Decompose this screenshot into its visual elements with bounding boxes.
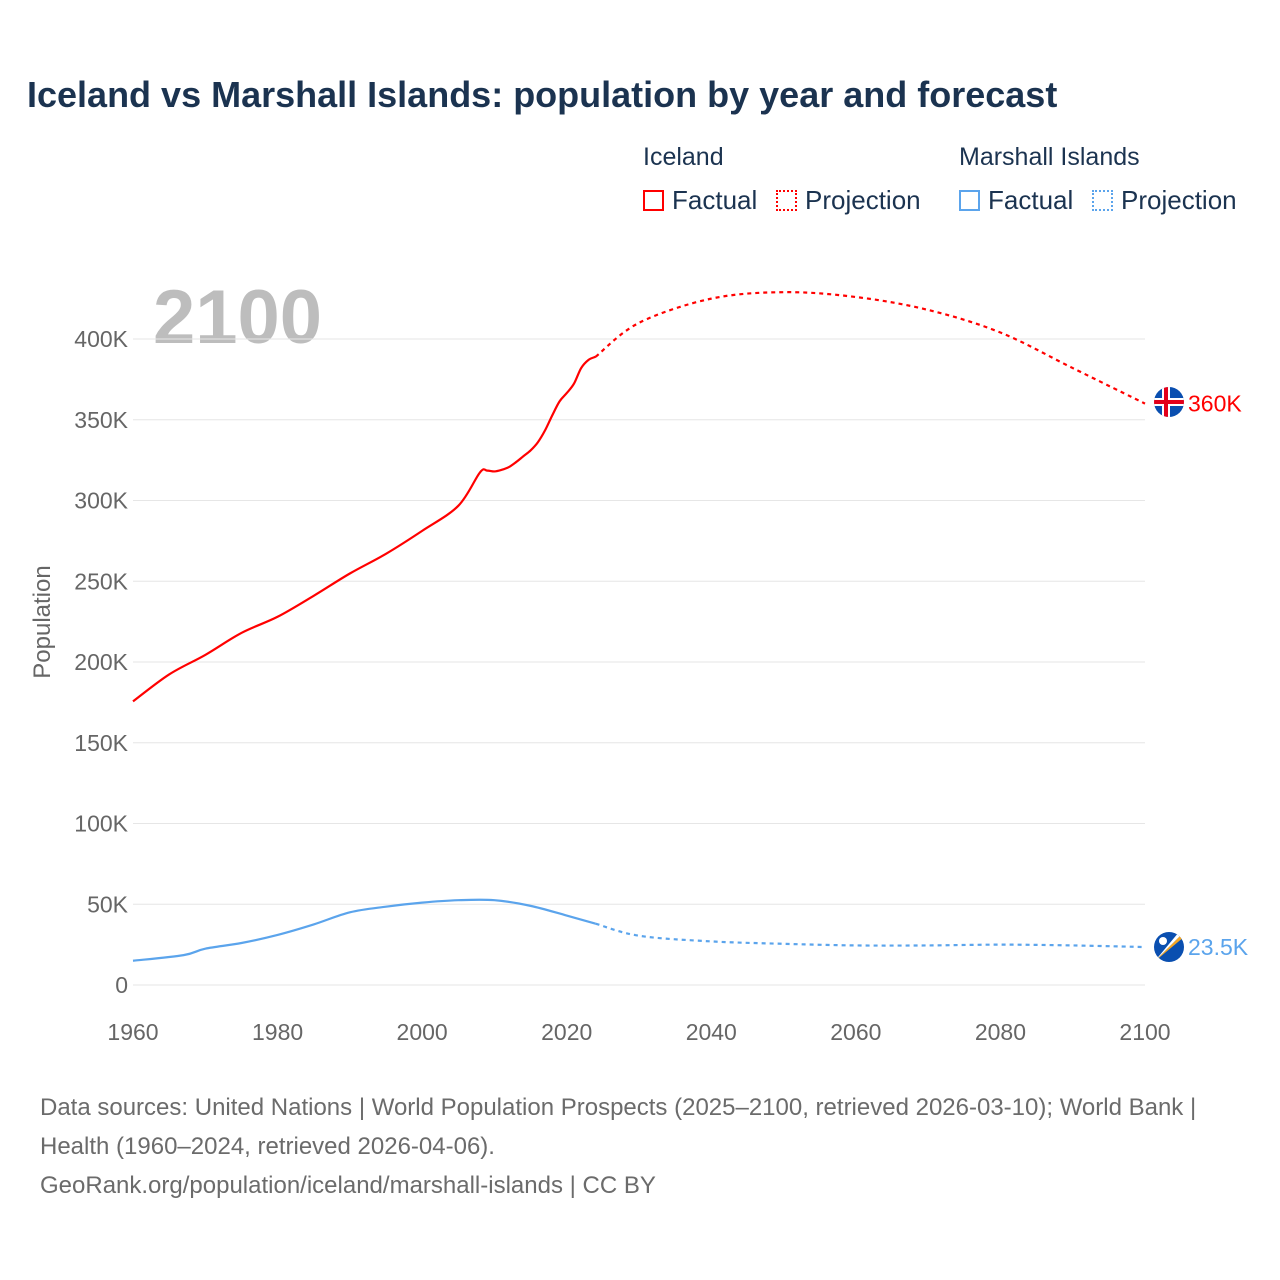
x-tick-label: 2060 — [830, 1019, 881, 1045]
x-tick-label: 2100 — [1119, 1019, 1170, 1045]
legend-group-marshall-islands: Marshall Islands — [959, 143, 1140, 171]
legend-label: Factual — [672, 185, 758, 215]
iceland-end-label: 360K — [1188, 391, 1242, 417]
legend-iceland-projection[interactable]: Projection — [776, 185, 921, 216]
y-tick-label: 350K — [74, 407, 128, 433]
iceland-factual-line — [132, 355, 597, 703]
marshall-islands-end-label: 23.5K — [1188, 934, 1249, 960]
legend-group-iceland: Iceland — [643, 143, 724, 171]
legend-label: Projection — [805, 185, 921, 215]
year-overlay: 2100 — [153, 275, 322, 360]
y-tick-label: 400K — [74, 326, 128, 352]
solid-swatch-icon — [643, 190, 664, 211]
chart-title: Iceland vs Marshall Islands: population … — [27, 74, 1058, 115]
marshall-islands-factual-line — [132, 898, 596, 962]
x-tick-label: 2080 — [975, 1019, 1026, 1045]
x-tick-label: 2040 — [686, 1019, 737, 1045]
y-tick-label: 0 — [115, 972, 128, 998]
legend-label: Projection — [1121, 185, 1237, 215]
y-tick-label: 200K — [74, 649, 128, 675]
iceland-flag-icon — [1154, 387, 1184, 417]
y-axis-label: Population — [29, 565, 56, 678]
x-tick-label: 1960 — [107, 1019, 158, 1045]
x-tick-label: 2000 — [397, 1019, 448, 1045]
y-tick-label: 250K — [74, 568, 128, 594]
footer: Data sources: United Nations | World Pop… — [40, 1088, 1240, 1205]
legend-label: Factual — [988, 185, 1074, 215]
x-tick-label: 1980 — [252, 1019, 303, 1045]
marshall-islands-projection-line — [595, 922, 1146, 949]
y-tick-label: 300K — [74, 488, 128, 514]
legend-iceland-factual[interactable]: Factual — [643, 185, 757, 216]
y-tick-label: 100K — [74, 811, 128, 837]
dotted-swatch-icon — [776, 190, 797, 211]
marshall-islands-flag-icon — [1154, 932, 1184, 962]
data-sources: Data sources: United Nations | World Pop… — [40, 1094, 1197, 1160]
dotted-swatch-icon — [1092, 190, 1113, 211]
y-tick-label: 50K — [87, 891, 129, 917]
source-link[interactable]: GeoRank.org/population/iceland/marshall-… — [40, 1172, 656, 1199]
legend-marshall-projection[interactable]: Projection — [1092, 185, 1237, 216]
iceland-projection-line — [594, 291, 1146, 405]
y-tick-label: 150K — [74, 730, 128, 756]
plot-area: 2100 0 50K 100K 150K 200K 250K 300K 350K 400K 196… — [29, 275, 1249, 1045]
x-tick-label: 2020 — [541, 1019, 592, 1045]
legend-marshall-factual[interactable]: Factual — [959, 185, 1073, 216]
solid-swatch-icon — [959, 190, 980, 211]
